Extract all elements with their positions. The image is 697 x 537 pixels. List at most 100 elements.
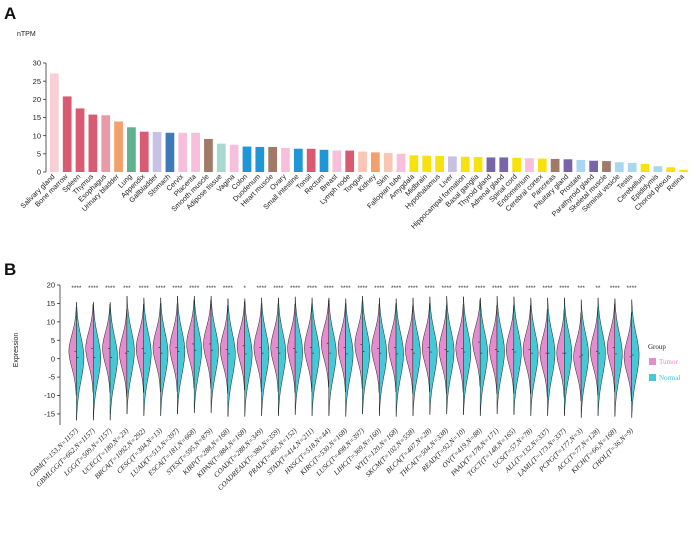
violin-normal-half bbox=[160, 297, 169, 417]
violin-tumor-half bbox=[438, 305, 447, 394]
bar bbox=[525, 158, 534, 172]
significance-label: **** bbox=[559, 285, 570, 292]
significance-label: **** bbox=[408, 285, 419, 292]
bar bbox=[614, 162, 624, 172]
significance-label: **** bbox=[307, 285, 318, 292]
violin-tumor-half bbox=[505, 305, 515, 394]
violin-normal-half bbox=[429, 296, 438, 415]
violin-y-tick-label: -10 bbox=[44, 391, 55, 400]
violin-tumor-half bbox=[573, 312, 582, 402]
violin-normal-half bbox=[631, 299, 640, 418]
violin-tumor-half bbox=[539, 308, 548, 398]
violin-tumor-half bbox=[152, 303, 161, 393]
bar bbox=[242, 146, 252, 172]
violin-tumor-half bbox=[236, 301, 245, 391]
bar bbox=[460, 156, 470, 172]
violin-y-tick-label: 5 bbox=[51, 336, 55, 345]
violin-tumor-half bbox=[371, 303, 380, 393]
violin-normal-half bbox=[328, 297, 337, 417]
significance-label: **** bbox=[627, 285, 638, 292]
significance-label: **** bbox=[610, 285, 621, 292]
violin-y-tick-label: -15 bbox=[44, 410, 55, 419]
violin-y-tick-label: -5 bbox=[48, 373, 55, 382]
violin-tumor-half bbox=[590, 306, 599, 396]
bar bbox=[448, 156, 457, 172]
bar bbox=[139, 131, 149, 172]
significance-label: **** bbox=[391, 285, 402, 292]
bar bbox=[358, 151, 367, 172]
violin-normal-half bbox=[463, 296, 472, 415]
violin-legend: Group Tumor Normal bbox=[648, 343, 680, 382]
bar bbox=[602, 161, 611, 172]
violin-normal-half bbox=[580, 299, 589, 418]
significance-label: **** bbox=[475, 285, 486, 292]
significance-label: **** bbox=[273, 285, 284, 292]
violin-normal-half bbox=[193, 295, 202, 414]
significance-label: **** bbox=[441, 285, 452, 292]
significance-label: **** bbox=[256, 285, 267, 292]
violin-normal-half bbox=[362, 295, 371, 415]
significance-label: **** bbox=[357, 285, 368, 292]
violin-tumor-half bbox=[405, 305, 414, 394]
violin-tumor-half bbox=[203, 299, 212, 389]
bar bbox=[319, 149, 329, 172]
bar bbox=[473, 157, 483, 172]
violin-normal-half bbox=[143, 297, 152, 417]
bar bbox=[499, 157, 509, 172]
significance-label: **** bbox=[206, 285, 217, 292]
significance-label: **** bbox=[139, 285, 150, 292]
violin-tumor-half bbox=[606, 303, 616, 393]
violin-tumor-half bbox=[421, 303, 430, 393]
bar bbox=[537, 158, 547, 172]
panel-b-label: B bbox=[4, 260, 16, 279]
significance-label: **** bbox=[509, 285, 520, 292]
bar-y-tick-label: 5 bbox=[37, 149, 41, 158]
bar bbox=[371, 152, 380, 172]
bar bbox=[293, 148, 303, 172]
violin-tumor-half bbox=[253, 303, 262, 393]
violin-normal-half bbox=[412, 297, 421, 417]
bar bbox=[409, 155, 419, 172]
bar bbox=[127, 127, 136, 172]
violin-y-tick-label: 0 bbox=[51, 354, 55, 363]
bar-y-tick-label: 15 bbox=[33, 113, 41, 122]
violin-tumor-half bbox=[455, 303, 464, 393]
bar bbox=[589, 160, 599, 172]
violin-tumor-half bbox=[287, 303, 296, 393]
bar bbox=[62, 96, 72, 172]
violin-normal-half bbox=[345, 298, 354, 417]
bar bbox=[512, 157, 521, 172]
violin-y-tick-label: 20 bbox=[47, 281, 55, 290]
violin-tumor-half bbox=[388, 303, 397, 393]
violin-normal-half bbox=[614, 298, 623, 417]
bar bbox=[281, 148, 290, 172]
significance-label: **** bbox=[542, 285, 553, 292]
bar bbox=[152, 132, 162, 172]
bar bbox=[268, 146, 278, 172]
violin-normal-half bbox=[109, 302, 118, 421]
violin-normal-half bbox=[177, 295, 186, 415]
panel-a-label: A bbox=[4, 4, 16, 23]
violin-normal-half bbox=[311, 297, 320, 417]
bar-y-tick-label: 0 bbox=[37, 168, 41, 177]
violin-tumor-half bbox=[270, 303, 279, 393]
bar bbox=[229, 144, 239, 172]
violin-tumor-half bbox=[556, 308, 565, 398]
significance-label: **** bbox=[223, 285, 234, 292]
violin-normal-half bbox=[597, 297, 606, 417]
violin-normal-half bbox=[126, 295, 135, 415]
bar bbox=[88, 114, 98, 172]
violin-normal-half bbox=[547, 297, 556, 417]
violin-tumor-half bbox=[489, 305, 498, 394]
violin-normal-half bbox=[261, 297, 270, 417]
violin-normal-half bbox=[446, 295, 455, 415]
significance-label: **** bbox=[155, 285, 166, 292]
violin-tumor-half bbox=[102, 303, 111, 393]
bar bbox=[653, 166, 663, 172]
violin-tumor-half bbox=[320, 299, 330, 388]
bar bbox=[435, 156, 444, 172]
significance-label: **** bbox=[526, 285, 537, 292]
legend-label-normal: Normal bbox=[659, 374, 680, 382]
significance-label: *** bbox=[577, 285, 585, 292]
